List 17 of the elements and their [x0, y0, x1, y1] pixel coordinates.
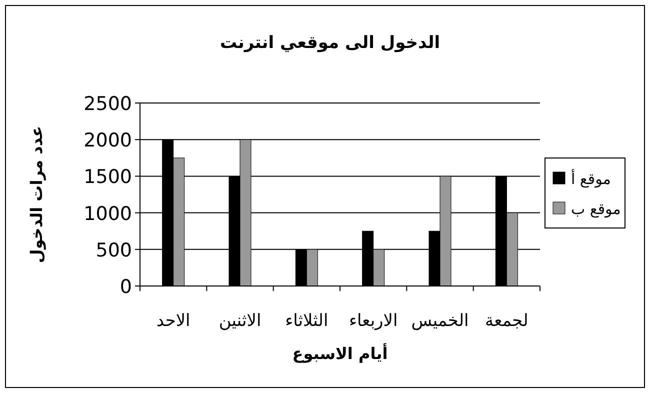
- y-tick-label: 1500: [84, 166, 132, 188]
- chart-title: الدخول الى موقعي انترنت: [220, 33, 440, 53]
- y-tick-label: 500: [96, 239, 132, 262]
- x-tick-label: الثلاثاء: [285, 311, 328, 331]
- y-tick-label: 0: [120, 276, 132, 298]
- legend-label: موقع ب: [571, 200, 621, 218]
- x-tick-label: الاثنين: [218, 311, 262, 331]
- y-tick-label: 1000: [84, 202, 132, 225]
- x-tick-label: الاحد: [156, 311, 190, 331]
- y-tick-label: 2500: [84, 93, 132, 115]
- x-tick-label: الخميس: [411, 311, 469, 331]
- x-tick-label: لجمعة: [485, 311, 528, 331]
- legend-label: موقع أ: [571, 169, 611, 188]
- y-tick-label: 2000: [84, 130, 132, 152]
- x-axis-title: أيام الاسبوع: [292, 343, 388, 363]
- y-axis-title: عدد مرات الدخول: [27, 126, 46, 264]
- x-tick-label: الاربعاء: [348, 311, 398, 331]
